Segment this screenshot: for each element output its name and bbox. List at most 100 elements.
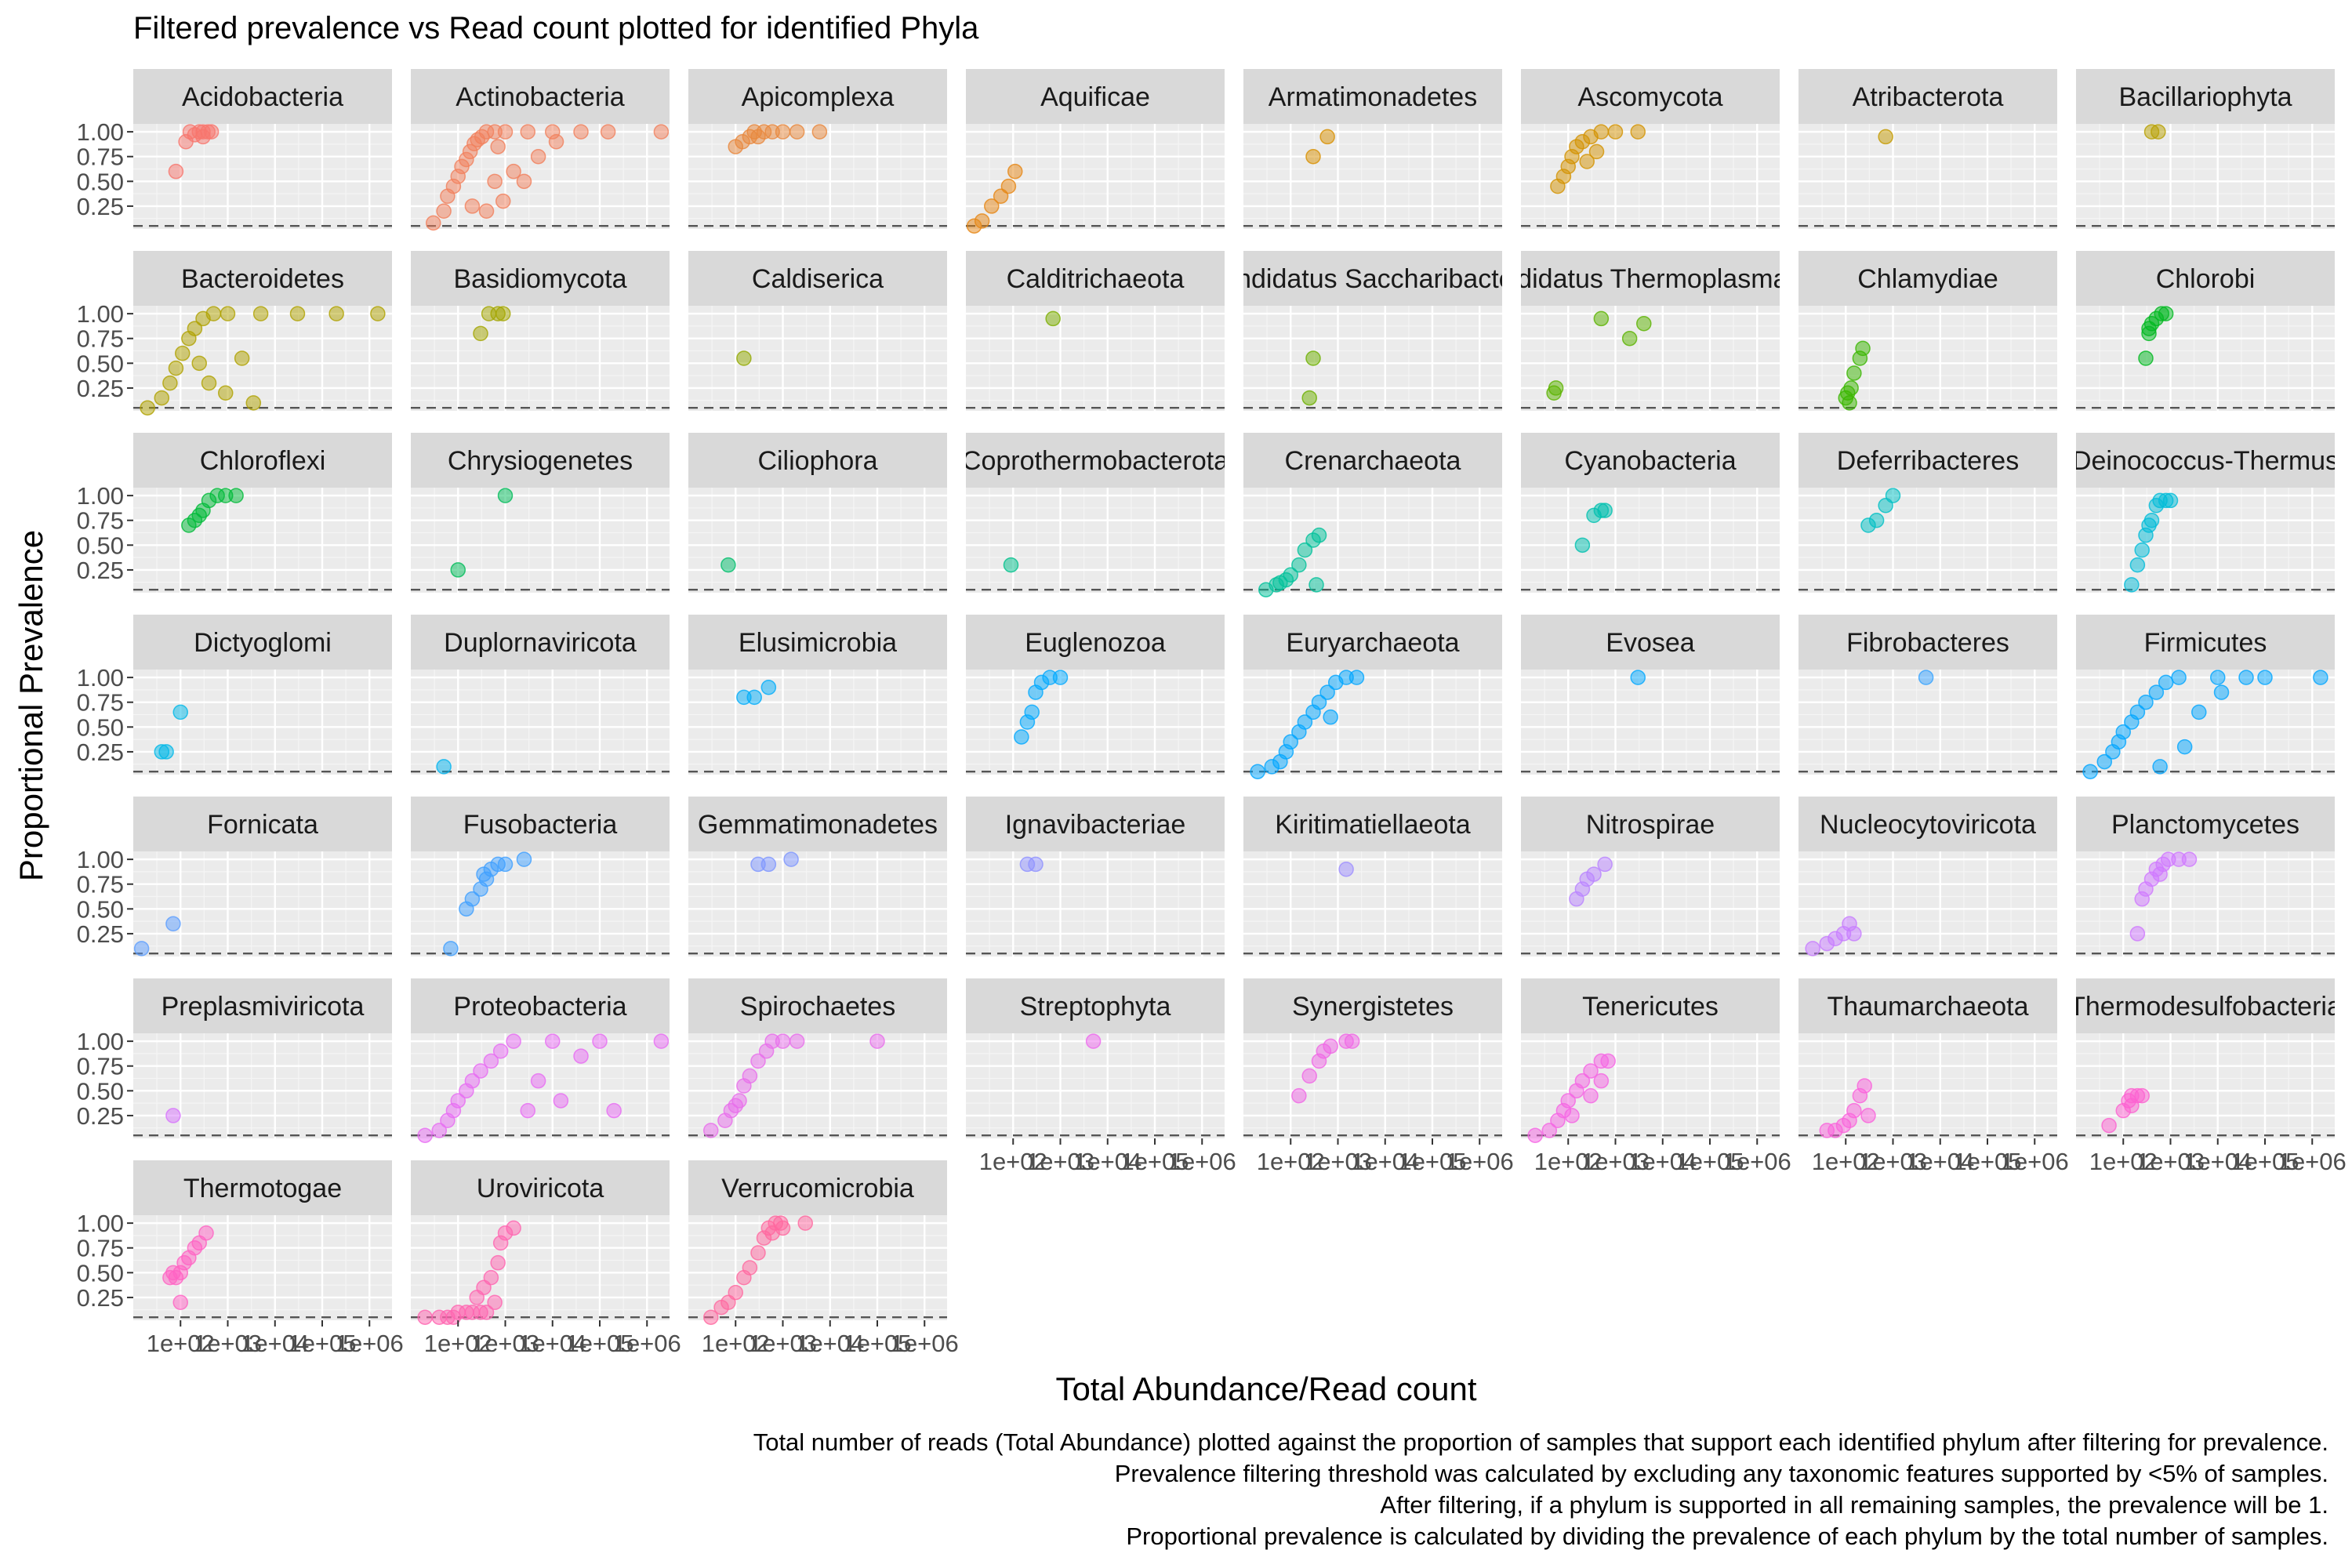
data-point (1846, 926, 1862, 942)
panel-background (411, 1215, 670, 1320)
facet-panel: Armatimonadetes (1243, 69, 1502, 229)
data-point (2238, 670, 2254, 685)
data-point (2171, 670, 2187, 685)
data-point (1319, 684, 1335, 700)
data-point (252, 306, 269, 321)
caption-line: After filtering, if a phylum is supporte… (1380, 1491, 2328, 1519)
facet-strip (411, 797, 670, 851)
data-point (1586, 866, 1602, 882)
data-point (1291, 557, 1307, 573)
data-point (1301, 390, 1317, 406)
facet-panel: Fibrobacteres (1798, 615, 2057, 775)
facet-label: Chlamydiae (1857, 264, 1998, 294)
data-point (162, 375, 178, 391)
data-point (1597, 856, 1613, 873)
data-point (1885, 488, 1901, 503)
panel-background (688, 851, 947, 956)
facet-label: Atribacterota (1853, 82, 2004, 112)
data-point (492, 1044, 509, 1059)
facet-panel: Cyanobacteria (1521, 433, 1780, 593)
facet-panel: Duplornaviricota (411, 615, 670, 775)
data-point (1860, 1108, 1876, 1123)
facet-strip (1521, 433, 1780, 488)
data-point (548, 134, 564, 150)
facet-strip (411, 433, 670, 488)
y-tick-label: 0.25 (77, 1284, 124, 1312)
x-tick-label: 1e+05 (1120, 1148, 1189, 1175)
facet-strip (688, 433, 947, 488)
x-tick-label: 1e+04 (241, 1330, 309, 1357)
facet-panel: Evosea (1521, 615, 1780, 775)
facet-strip (2076, 251, 2335, 306)
data-point (974, 213, 990, 229)
x-tick-label: 1e+03 (1304, 1148, 1372, 1175)
data-point (506, 1220, 521, 1236)
facet-strip (1521, 797, 1780, 851)
y-tick-label: 0.75 (77, 1053, 124, 1080)
data-point (2129, 557, 2146, 573)
data-point (520, 124, 535, 140)
data-point (450, 1093, 466, 1109)
facet-strip (411, 978, 670, 1033)
panel-background (1798, 670, 2057, 775)
data-point (328, 306, 344, 321)
facet-label: Caldiserica (752, 264, 884, 294)
x-tick-label: 1e+02 (1534, 1148, 1602, 1175)
facet-strip (1798, 797, 2057, 851)
facet-panel: Gemmatimonadetes (688, 797, 947, 956)
facet-strip (411, 69, 670, 124)
data-point (984, 198, 1000, 214)
data-point (1311, 527, 1327, 543)
data-point (1085, 1033, 1102, 1049)
x-tick-label: 1e+06 (1168, 1148, 1236, 1175)
facet-strip (133, 1160, 392, 1215)
data-point (1630, 670, 1646, 685)
data-point (2124, 577, 2140, 593)
data-point (497, 488, 514, 503)
data-point (174, 345, 191, 361)
data-point (1630, 124, 1646, 140)
facet-label: Euryarchaeota (1286, 628, 1459, 658)
data-point (1878, 129, 1893, 145)
y-tick-label: 0.75 (77, 871, 124, 898)
y-tick-label: 0.50 (77, 713, 124, 741)
x-tick-label: 1e+06 (1446, 1148, 1514, 1175)
data-point (168, 360, 184, 376)
facet-panel: Firmicutes (2076, 615, 2335, 779)
facet-label: Thermotogae (183, 1174, 342, 1203)
y-tick-label: 0.25 (77, 375, 124, 402)
y-tick-label: 1.00 (77, 1028, 124, 1055)
facet-panel: Spirochaetes (688, 978, 947, 1138)
data-point (1541, 1123, 1558, 1138)
facet-strip (1521, 978, 1780, 1033)
data-point (1308, 577, 1324, 593)
facet-strip (2076, 69, 2335, 124)
panel-background (966, 488, 1225, 593)
facet-label: Ignavibacteriae (1005, 810, 1186, 840)
facet-panel: Atribacterota (1798, 69, 2057, 229)
facet-label: Ciliophora (757, 446, 877, 476)
data-point (1636, 316, 1652, 332)
x-tick-label: 1e+06 (1723, 1148, 1791, 1175)
panel-background (688, 124, 947, 229)
panel-background (1798, 488, 2057, 593)
facet-label: Armatimonadetes (1269, 82, 1477, 112)
data-point (473, 325, 488, 342)
facet-strip (1798, 251, 2057, 306)
facet-panel: Elusimicrobia (688, 615, 947, 775)
facet-strip (133, 615, 392, 670)
data-point (490, 1254, 506, 1271)
data-point (783, 851, 799, 867)
data-point (516, 173, 532, 190)
data-point (750, 1053, 766, 1069)
data-point (1621, 330, 1638, 347)
data-point (289, 306, 306, 321)
facet-panel: Ignavibacteriae (966, 797, 1225, 956)
facet-label: Calditrichaeota (1007, 264, 1185, 294)
panel-background (966, 851, 1225, 956)
y-tick-label: 0.75 (77, 143, 124, 171)
facet-label: Chloroflexi (200, 446, 326, 476)
data-point (490, 139, 506, 154)
